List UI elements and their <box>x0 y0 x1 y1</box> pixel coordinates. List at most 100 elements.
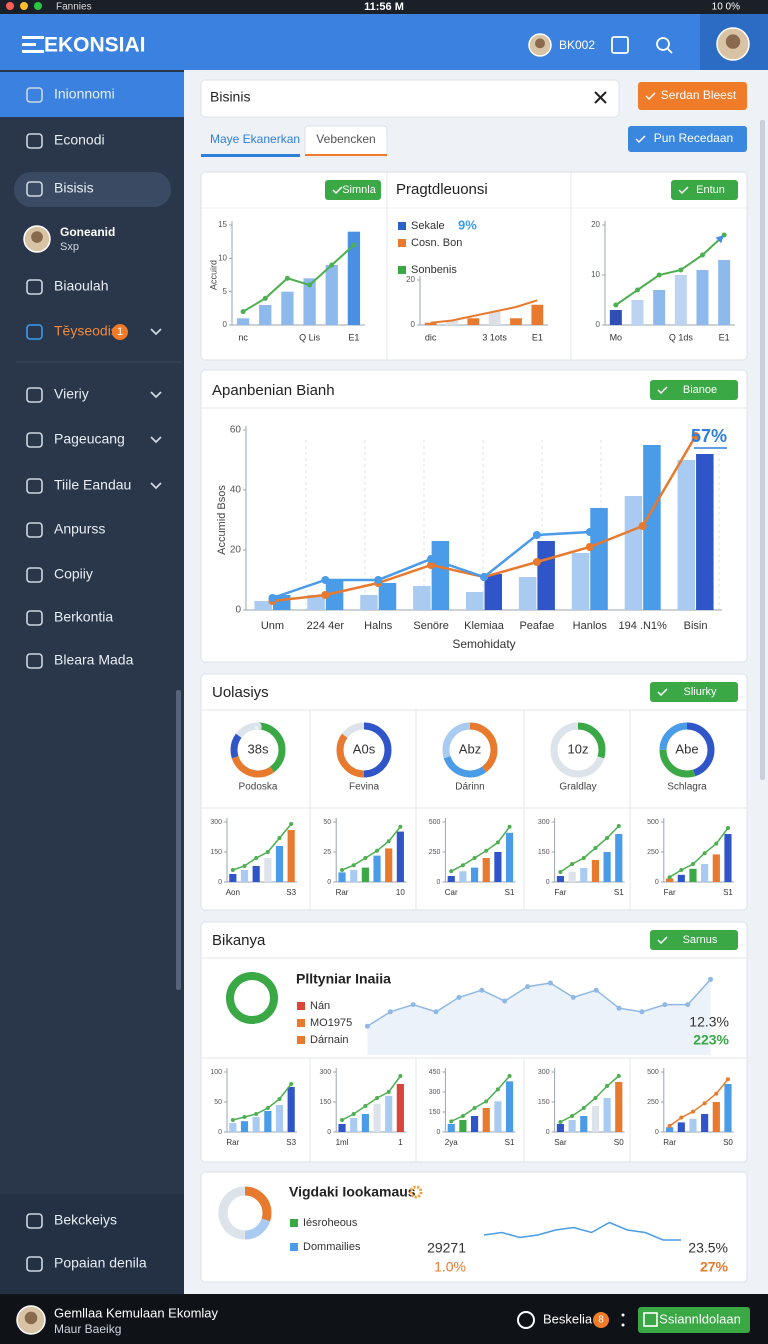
nav-item[interactable]: Inionnomi <box>54 86 115 102</box>
avatar-face <box>535 38 545 49</box>
bar <box>459 871 467 882</box>
point <box>585 543 594 551</box>
point <box>449 869 454 874</box>
x-tick-label: S1 <box>505 1138 515 1147</box>
legend-swatch <box>297 1002 305 1010</box>
bar <box>482 858 490 882</box>
point <box>616 1005 622 1011</box>
card <box>200 171 748 361</box>
bar <box>591 860 600 882</box>
y-tick-label: 15 <box>218 220 227 229</box>
button[interactable] <box>650 930 738 950</box>
bar <box>724 834 732 882</box>
card <box>200 369 748 663</box>
button-label[interactable]: Simnla <box>342 184 377 196</box>
button-icon <box>657 386 668 395</box>
bar <box>236 318 250 325</box>
point <box>725 826 730 830</box>
nav-item[interactable]: Berkontia <box>54 609 113 625</box>
search-box[interactable] <box>200 79 620 118</box>
nav-item[interactable]: Tĕyseodis <box>54 323 118 339</box>
point <box>702 851 707 856</box>
donut-label: Graldlay <box>559 782 596 793</box>
nav-item[interactable]: Popaian denila <box>54 1255 147 1271</box>
button[interactable] <box>325 180 381 200</box>
button[interactable] <box>638 82 747 110</box>
x-tick-label: 194 .N1% <box>619 620 668 632</box>
icon-bookmark[interactable] <box>611 36 629 54</box>
y-tick-label: 500 <box>647 819 659 826</box>
line <box>669 1078 729 1127</box>
close-icon[interactable] <box>594 91 607 104</box>
tab[interactable]: Vebencken <box>316 132 375 146</box>
bar <box>275 1105 284 1132</box>
nav-item[interactable]: Anpurss <box>54 521 105 537</box>
y-tick-label: 60 <box>230 425 242 436</box>
nav-item[interactable]: Econodi <box>54 132 105 148</box>
x-tick-label: Far <box>554 888 566 897</box>
nav-item[interactable]: Pageucang <box>54 431 125 447</box>
button-label[interactable]: Sarnus <box>683 934 718 946</box>
point <box>616 1074 621 1078</box>
nav-item[interactable]: Biaoulah <box>54 278 109 294</box>
point <box>230 868 235 872</box>
annotation: 29271 <box>427 1240 466 1256</box>
point <box>495 840 500 845</box>
nav-item[interactable]: Copiiy <box>54 566 93 582</box>
point <box>386 839 391 844</box>
button[interactable] <box>671 180 738 200</box>
button[interactable] <box>650 682 738 702</box>
link-icon <box>517 1311 535 1329</box>
profile-name: Goneanid <box>60 225 115 239</box>
button-label[interactable]: Pun Recedaan <box>654 131 733 145</box>
point <box>386 1090 391 1094</box>
nav-item[interactable]: Bisisis <box>54 180 94 196</box>
button-label[interactable]: Entun <box>696 184 725 196</box>
button-label[interactable]: Ssiannldolaan <box>659 1311 741 1326</box>
bar <box>396 831 404 882</box>
legend-label: Sekale <box>411 220 445 232</box>
gear-icon <box>409 1185 423 1199</box>
bar <box>488 311 501 325</box>
button[interactable] <box>628 126 747 152</box>
bar <box>571 553 590 610</box>
bar <box>624 496 643 610</box>
button-label[interactable]: Serdan Bleest <box>661 88 737 102</box>
line <box>450 1075 511 1122</box>
donut-segment <box>218 1186 272 1240</box>
bar <box>653 290 666 325</box>
bar <box>303 278 316 325</box>
y-tick-label: 0 <box>655 1129 659 1136</box>
x-tick-label: dic <box>425 332 437 342</box>
point <box>262 295 268 301</box>
y-tick-label: 150 <box>538 1099 550 1106</box>
line <box>430 299 538 324</box>
point <box>351 1112 356 1116</box>
nav-item[interactable]: Bleara Mada <box>54 652 134 668</box>
point <box>616 824 621 828</box>
tab[interactable] <box>304 125 388 158</box>
bar <box>666 1127 674 1132</box>
nav-item[interactable]: Tiile Eandau <box>54 477 131 493</box>
bar <box>518 577 537 610</box>
bar <box>590 508 608 610</box>
y-tick-label: 20 <box>406 275 415 284</box>
button[interactable] <box>638 1307 750 1333</box>
y-tick-label: 50 <box>323 819 331 826</box>
nav-item[interactable]: Bekckeiys <box>54 1212 117 1228</box>
chevron <box>150 328 162 336</box>
footer-link[interactable]: Beskelia <box>543 1311 593 1326</box>
window-dot <box>20 2 28 10</box>
button[interactable] <box>650 380 738 400</box>
y-tick-label: 40 <box>230 485 242 496</box>
donut-segment <box>550 722 606 778</box>
nav-item[interactable]: Vieriy <box>54 386 89 402</box>
y-tick-label: 500 <box>647 1069 659 1076</box>
button-label[interactable]: Bianoe <box>683 384 717 396</box>
button-label[interactable]: Sliurky <box>683 686 717 698</box>
tab[interactable]: Maye Ekanerkan <box>210 132 300 146</box>
x-tick-label: Far <box>664 888 676 897</box>
point <box>363 1104 368 1108</box>
point <box>570 862 575 866</box>
chevron <box>150 436 162 444</box>
